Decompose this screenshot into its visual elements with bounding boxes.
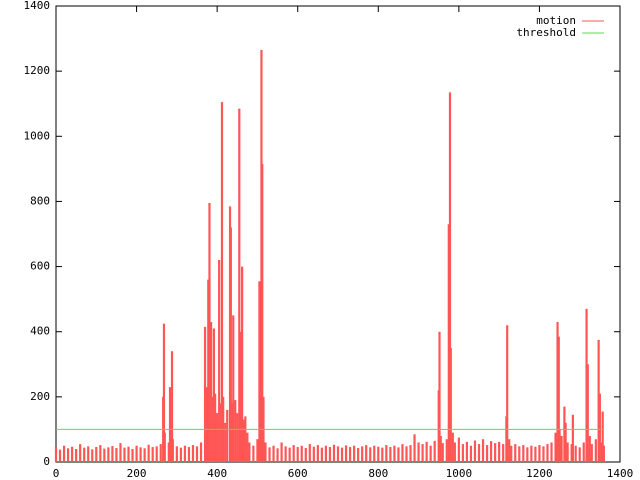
x-tick-label: 600 [288,467,308,480]
legend-label: motion [536,14,576,27]
y-tick-label: 1200 [24,64,51,77]
x-tick-label: 200 [127,467,147,480]
x-tick-label: 1200 [526,467,553,480]
y-tick-label: 400 [30,325,50,338]
y-tick-label: 1000 [24,129,51,142]
legend-label: threshold [516,26,576,39]
y-tick-label: 1400 [24,0,51,12]
y-tick-label: 0 [43,455,50,468]
x-tick-label: 0 [53,467,60,480]
x-tick-label: 800 [368,467,388,480]
y-tick-label: 800 [30,194,50,207]
x-tick-label: 1000 [446,467,473,480]
x-tick-label: 1400 [607,467,634,480]
y-tick-label: 200 [30,390,50,403]
x-tick-label: 400 [207,467,227,480]
y-tick-label: 600 [30,260,50,273]
plot-border [55,5,621,463]
